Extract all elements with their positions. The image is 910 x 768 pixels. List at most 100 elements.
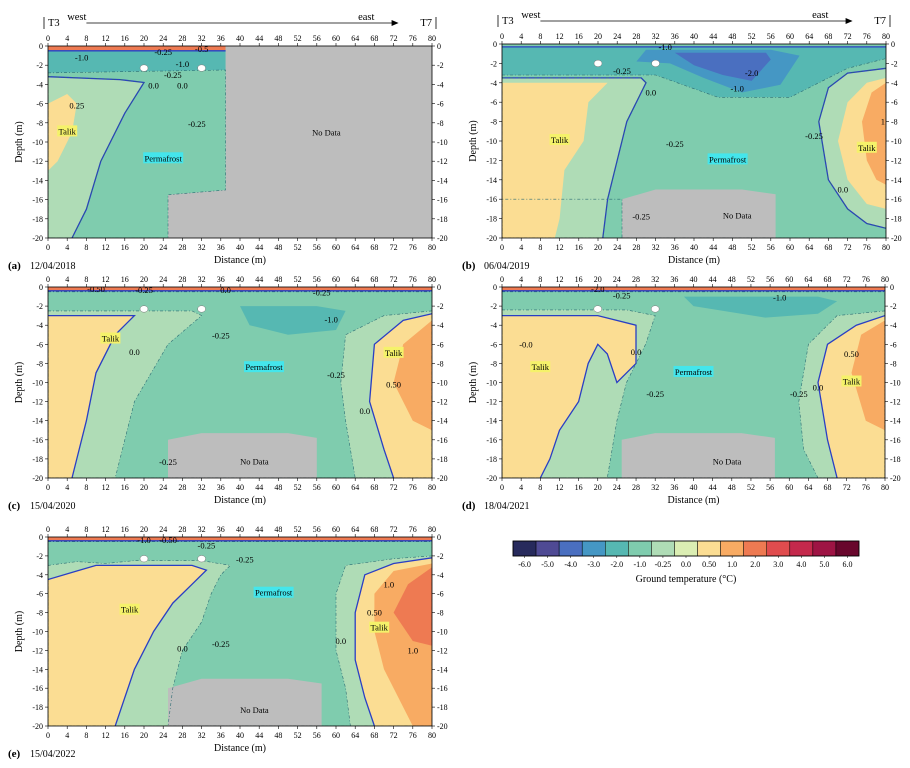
y-tick-label: -18: [32, 215, 43, 224]
x-tick-label: 20: [594, 483, 602, 492]
panel-date: 12/04/2018: [30, 261, 76, 272]
x-tick-label-top: 80: [882, 32, 890, 41]
x-tick-label: 8: [84, 731, 88, 740]
y-tick-label: -10: [32, 379, 43, 388]
contour-value-label: -0.25: [212, 331, 230, 341]
talik-label: Talik: [371, 623, 389, 633]
x-tick-label-top: 40: [236, 525, 244, 534]
x-tick-label-top: 32: [652, 32, 660, 41]
y-tick-label: 0: [493, 40, 497, 49]
y-tick-label-right: -16: [437, 196, 448, 205]
y-tick-label-right: 0: [891, 40, 895, 49]
x-tick-label-top: 80: [428, 525, 436, 534]
x-tick-label-top: 4: [65, 525, 69, 534]
y-tick-label-right: -4: [437, 80, 444, 89]
talik-label-box: [841, 375, 862, 387]
borehole-marker: [139, 555, 149, 563]
talik-label: Talik: [843, 377, 861, 387]
talik-label-box: [57, 125, 78, 137]
zero-contour-line: [368, 313, 432, 478]
contour-value-label: 0.0: [359, 406, 370, 416]
x-tick-label-top: 0: [500, 32, 504, 41]
isotherm-boundary: [48, 291, 432, 478]
direction-arrow-head: [391, 20, 399, 26]
x-tick-label: 16: [575, 483, 583, 492]
y-tick-label: 0: [39, 283, 43, 292]
x-tick-label: 16: [121, 483, 129, 492]
t3-label: T3: [502, 16, 514, 27]
x-tick-label: 60: [332, 243, 340, 252]
y-tick-label-right: -12: [891, 156, 902, 165]
temperature-region: [851, 320, 885, 431]
x-tick-label: 32: [652, 243, 660, 252]
x-tick-label-top: 44: [255, 275, 263, 284]
x-tick-label: 0: [46, 731, 50, 740]
y-tick-label: -8: [490, 118, 497, 127]
temperature-region: [48, 287, 432, 291]
y-tick-label-right: -14: [437, 417, 448, 426]
x-tick-label-top: 36: [670, 275, 678, 284]
colorbar-tick-label: -2.0: [610, 560, 623, 569]
plot-area: No Data -2.0 -0.25 -1.0 -0.0 0.0 -0.25 -0.25 0.0…: [502, 287, 885, 478]
y-tick-label: -2: [36, 61, 43, 70]
zero-contour-line: [354, 557, 432, 726]
y-tick-label-right: -16: [437, 684, 448, 693]
y-tick-label-right: -14: [891, 176, 902, 185]
y-tick-label-right: -12: [437, 157, 448, 166]
y-tick-label-right: -20: [890, 474, 901, 483]
contour-value-label: -0.25: [236, 555, 254, 565]
y-tick-label: -4: [36, 80, 43, 89]
x-tick-label-top: 64: [351, 34, 359, 43]
x-tick-label: 44: [255, 243, 263, 252]
x-tick-label-top: 56: [313, 34, 321, 43]
y-tick-label-right: -2: [890, 302, 897, 311]
y-tick-label: -20: [32, 234, 43, 243]
colorbar-swatch: [720, 540, 744, 557]
y-tick-label: -10: [32, 138, 43, 147]
x-tick-label: 76: [862, 483, 870, 492]
x-tick-label-top: 20: [594, 275, 602, 284]
isotherm-boundary: [48, 560, 232, 726]
y-tick-label-right: -8: [437, 609, 444, 618]
x-tick-label: 36: [217, 483, 225, 492]
y-tick-label-right: -6: [437, 340, 444, 349]
x-tick-label: 36: [671, 243, 679, 252]
x-tick-label: 4: [519, 243, 523, 252]
y-tick-label-right: -20: [437, 722, 448, 731]
contour-value-label: 0.25: [69, 101, 84, 111]
x-tick-label-top: 52: [294, 275, 302, 284]
x-tick-label: 72: [390, 483, 398, 492]
permafrost-label: Permafrost: [709, 154, 747, 164]
x-tick-label-top: 52: [747, 275, 755, 284]
isotherm-boundary: [502, 58, 886, 238]
x-tick-label: 28: [178, 243, 186, 252]
panel-date: 06/04/2019: [484, 261, 530, 272]
x-tick-label-top: 80: [428, 275, 436, 284]
colorbar-tick-label: 5.0: [819, 560, 829, 569]
isotherm-boundary: [335, 555, 432, 726]
plot-area: No Data-0.25 -0.5-1.0-1.0-0.250.0 0.00.25-…: [48, 46, 432, 238]
x-tick-label: 56: [766, 483, 774, 492]
x-tick-label-top: 40: [690, 275, 698, 284]
x-tick-label: 36: [670, 483, 678, 492]
y-tick-label-right: -10: [437, 379, 448, 388]
contour-value-label: -1.0: [730, 84, 743, 94]
y-tick-label: -20: [486, 474, 497, 483]
zero-contour-line: [48, 314, 136, 478]
x-tick-label-top: 48: [728, 275, 736, 284]
panel-date: 18/04/2021: [484, 501, 530, 512]
temperature-region: [48, 537, 432, 541]
permafrost-label-box: [673, 365, 714, 377]
x-tick-label: 48: [728, 243, 736, 252]
colorbar-swatch: [766, 540, 791, 557]
x-tick-label-top: 8: [538, 275, 542, 284]
x-tick-label: 64: [804, 483, 812, 492]
x-tick-label-top: 8: [538, 32, 542, 41]
isotherm-boundary: [48, 76, 145, 238]
x-tick-label: 32: [198, 731, 206, 740]
temperature-region: [48, 46, 226, 51]
x-tick-label-top: 32: [198, 525, 206, 534]
x-tick-label-top: 40: [236, 34, 244, 43]
east-label: east: [358, 12, 374, 23]
contour-value-label: -1.0: [324, 314, 337, 324]
